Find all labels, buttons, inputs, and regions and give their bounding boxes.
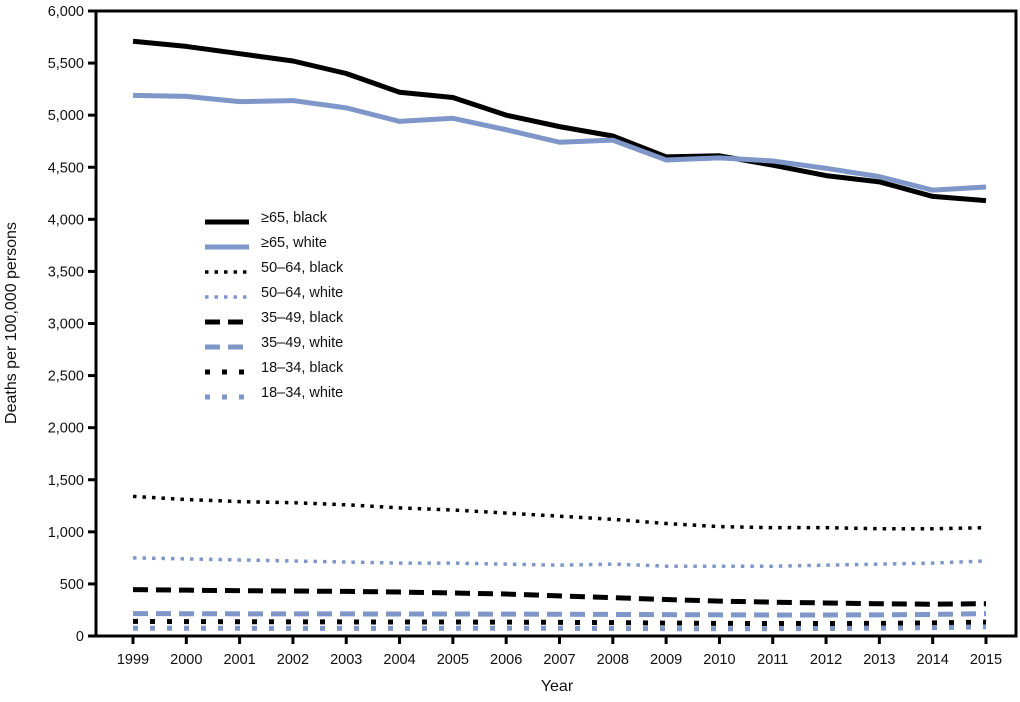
series-line-50-64-white xyxy=(132,556,987,568)
legend-sample-svg xyxy=(205,369,249,374)
legend: ≥65, black ≥65, white 50–64, black 50–64, w… xyxy=(205,206,343,406)
y-tick-label-1500: 1,500 xyxy=(48,473,84,489)
y-axis-ticks: 0 500 1,000 1,500 2,000 2,500 3,000 3,500 4,000 4… xyxy=(48,4,96,645)
x-tick-label-1999: 1999 xyxy=(117,652,149,668)
x-tick-label-2009: 2009 xyxy=(650,652,682,668)
legend-line-sample-18-34-black xyxy=(205,364,249,374)
legend-label-18-34-black: 18–34, black xyxy=(261,360,344,377)
legend-label-18-34-white: 18–34, white xyxy=(261,385,344,402)
x-tick-label-2005: 2005 xyxy=(437,652,469,668)
legend-sample-svg xyxy=(205,344,249,349)
legend-sample-svg xyxy=(205,319,249,324)
x-tick-label-2001: 2001 xyxy=(223,652,255,668)
x-tick-label-2007: 2007 xyxy=(543,652,575,668)
legend-label-ge65-black: ≥65, black xyxy=(261,210,327,227)
y-axis-title: Deaths per 100,000 persons xyxy=(3,222,20,424)
x-axis-title: Year xyxy=(541,678,574,695)
x-axis-ticks: 1999 2000 2001 2002 2003 2004 2005 2006 2007 2008… xyxy=(117,636,1002,668)
series-line-ge65-white xyxy=(132,92,987,193)
legend-line-sample-50-64-white xyxy=(205,289,249,299)
legend-label-ge65-white: ≥65, white xyxy=(261,235,327,252)
legend-line-sample-35-49-black xyxy=(205,314,249,324)
legend-line-sample-35-49-white xyxy=(205,339,249,349)
x-tick-label-2013: 2013 xyxy=(863,652,895,668)
legend-item-50-64-white: 50–64, white xyxy=(205,281,343,306)
x-tick-label-2003: 2003 xyxy=(330,652,362,668)
legend-sample-svg xyxy=(205,269,249,274)
y-tick-label-0: 0 xyxy=(76,629,84,645)
y-tick-label-4500: 4,500 xyxy=(48,160,84,176)
series-lines xyxy=(132,38,987,632)
legend-label-50-64-black: 50–64, black xyxy=(261,260,344,277)
y-tick-label-2000: 2,000 xyxy=(48,421,84,437)
legend-sample-svg xyxy=(205,294,249,299)
legend-sample-svg xyxy=(205,219,249,224)
series-line-ge65-black xyxy=(132,38,987,204)
legend-item-ge65-black: ≥65, black xyxy=(205,206,343,231)
legend-item-18-34-black: 18–34, black xyxy=(205,356,343,381)
y-tick-label-5000: 5,000 xyxy=(48,108,84,124)
x-tick-label-2010: 2010 xyxy=(703,652,735,668)
y-tick-label-1000: 1,000 xyxy=(48,525,84,541)
y-tick-label-2500: 2,500 xyxy=(48,369,84,385)
x-tick-label-2011: 2011 xyxy=(757,652,788,668)
x-tick-label-2006: 2006 xyxy=(490,652,522,668)
x-tick-label-2012: 2012 xyxy=(810,652,842,668)
y-tick-label-500: 500 xyxy=(60,577,84,593)
x-tick-label-2015: 2015 xyxy=(970,652,1002,668)
series-line-35-49-white xyxy=(132,611,987,618)
legend-line-sample-ge65-white xyxy=(205,239,249,249)
y-tick-label-5500: 5,500 xyxy=(48,56,84,72)
legend-label-35-49-white: 35–49, white xyxy=(261,335,344,352)
legend-label-50-64-white: 50–64, white xyxy=(261,285,344,302)
legend-item-18-34-white: 18–34, white xyxy=(205,381,343,406)
legend-line-sample-ge65-black xyxy=(205,214,249,224)
x-tick-label-2004: 2004 xyxy=(383,652,415,668)
series-line-18-34-white xyxy=(132,624,987,632)
legend-item-ge65-white: ≥65, white xyxy=(205,231,343,256)
x-tick-label-2008: 2008 xyxy=(597,652,629,668)
y-tick-label-3000: 3,000 xyxy=(48,317,84,333)
y-tick-label-3500: 3,500 xyxy=(48,264,84,280)
x-tick-label-2002: 2002 xyxy=(277,652,309,668)
y-tick-label-6000: 6,000 xyxy=(48,4,84,20)
legend-sample-svg xyxy=(205,244,249,249)
x-tick-label-2014: 2014 xyxy=(917,652,949,668)
legend-item-35-49-white: 35–49, white xyxy=(205,331,343,356)
series-line-50-64-black xyxy=(132,494,987,531)
legend-line-sample-18-34-white xyxy=(205,389,249,399)
series-line-18-34-black xyxy=(132,618,987,626)
legend-label-35-49-black: 35–49, black xyxy=(261,310,344,327)
x-tick-label-2000: 2000 xyxy=(170,652,202,668)
legend-item-35-49-black: 35–49, black xyxy=(205,306,343,331)
series-line-35-49-black xyxy=(132,587,987,607)
legend-sample-svg xyxy=(205,394,249,399)
y-tick-label-4000: 4,000 xyxy=(48,212,84,228)
legend-item-50-64-black: 50–64, black xyxy=(205,256,343,281)
legend-line-sample-50-64-black xyxy=(205,264,249,274)
